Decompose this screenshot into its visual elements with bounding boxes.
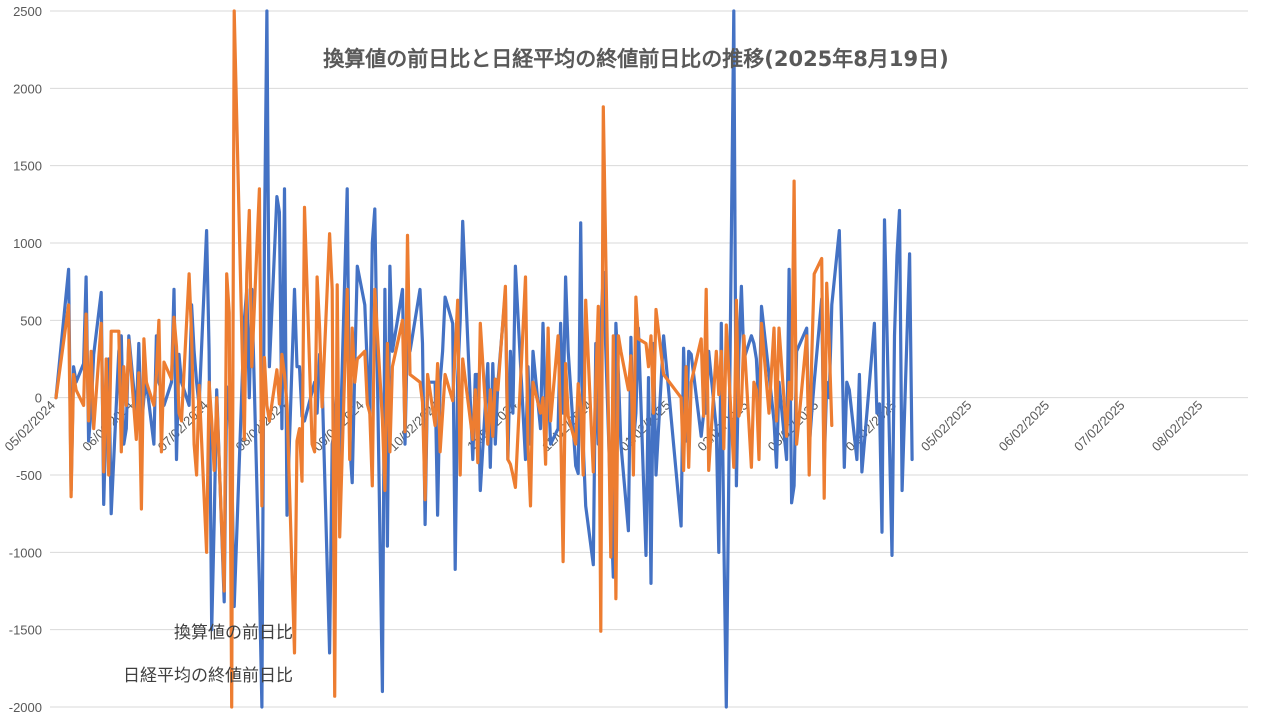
- y-tick-label: -2000: [9, 700, 42, 715]
- y-tick-label: -500: [16, 468, 42, 483]
- y-tick-label: -1500: [9, 623, 42, 638]
- series-line-2: [54, 9, 834, 709]
- y-tick-label: 2000: [13, 81, 42, 96]
- x-tick-label: 05/02/2024: [1, 398, 58, 455]
- x-tick-label: 05/02/2025: [918, 398, 975, 455]
- y-tick-label: 0: [35, 391, 42, 406]
- y-tick-label: 2500: [13, 4, 42, 19]
- y-tick-label: 500: [20, 313, 42, 328]
- legend-entry-1: 換算値の前日比: [174, 623, 293, 643]
- y-tick-label: 1500: [13, 159, 42, 174]
- x-tick-label: 06/02/2025: [996, 398, 1053, 455]
- x-tick-label: 01/02/2025: [617, 398, 674, 455]
- series-lines: [54, 9, 914, 709]
- y-tick-label: 1000: [13, 236, 42, 251]
- legend: 換算値の前日比 日経平均の終値前日比: [123, 623, 293, 686]
- chart-title: 換算値の前日比と日経平均の終値前日比の推移(2025年8月19日): [323, 47, 948, 71]
- legend-entry-2: 日経平均の終値前日比: [123, 666, 293, 686]
- y-axis-tick-labels: 2500 2000 1500 1000 500 0 -500 -1000 -1500 -2000: [9, 4, 42, 715]
- x-tick-label: 07/02/2025: [1071, 398, 1128, 455]
- x-tick-label: 08/02/2025: [1149, 398, 1206, 455]
- y-tick-label: -1000: [9, 545, 42, 560]
